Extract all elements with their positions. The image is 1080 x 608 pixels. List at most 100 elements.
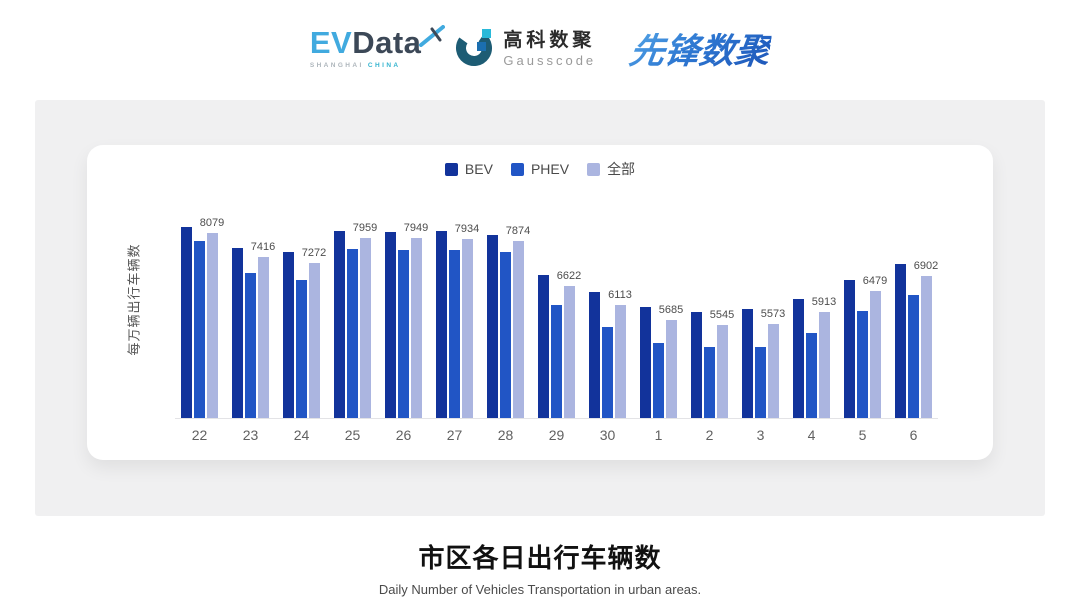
bar-PHEV-1[interactable]	[653, 343, 664, 418]
x-tick-28: 28	[497, 427, 514, 443]
legend-label: 全部	[607, 161, 636, 177]
data-label-25: 7959	[352, 222, 378, 234]
bar-全部-23[interactable]	[258, 257, 269, 418]
bar-BEV-29[interactable]	[538, 275, 549, 418]
bar-group-5: 6479	[844, 275, 887, 418]
bar-全部-28[interactable]	[513, 241, 524, 418]
x-tick-25: 25	[344, 427, 361, 443]
bar-PHEV-25[interactable]	[347, 249, 358, 418]
data-label-23: 7416	[250, 241, 276, 253]
x-tick-22: 22	[191, 427, 208, 443]
bar-PHEV-27[interactable]	[449, 250, 460, 418]
bar-group-24: 7272	[283, 247, 326, 418]
bar-全部-29[interactable]	[564, 286, 575, 418]
legend-label: PHEV	[530, 161, 570, 177]
gausscode-logo: 高科数聚 Gausscode	[455, 25, 596, 72]
bar-PHEV-28[interactable]	[500, 252, 511, 418]
chart-subtitle: Daily Number of Vehicles Transportation …	[378, 582, 702, 597]
bar-BEV-3[interactable]	[742, 309, 753, 418]
bar-BEV-26[interactable]	[385, 232, 396, 418]
data-label-5: 6479	[862, 275, 888, 287]
x-tick-26: 26	[395, 427, 412, 443]
bar-PHEV-4[interactable]	[806, 333, 817, 418]
x-tick-30: 30	[599, 427, 616, 443]
chart-body: 每万辆出行车辆数 8079 7416 7272 7959 7949 7934 7874 662…	[87, 178, 993, 443]
bar-PHEV-29[interactable]	[551, 305, 562, 418]
data-label-26: 7949	[403, 222, 429, 234]
bar-PHEV-3[interactable]	[755, 347, 766, 418]
bar-BEV-28[interactable]	[487, 235, 498, 418]
bar-group-30: 6113	[589, 289, 632, 418]
y-axis-label: 每万辆出行车辆数	[126, 243, 142, 356]
legend-swatch-icon	[510, 162, 524, 176]
bar-PHEV-30[interactable]	[602, 327, 613, 418]
data-label-28: 7874	[505, 225, 531, 237]
evdata-x-icon	[419, 21, 446, 52]
evdata-data-text: Data	[352, 25, 422, 61]
gausscode-mark-icon	[455, 25, 495, 72]
bar-全部-27[interactable]	[462, 239, 473, 418]
plot-area: 8079 7416 7272 7959 7949 7934 7874 6622 6113 5685…	[175, 178, 938, 419]
bar-全部-4[interactable]	[819, 312, 830, 418]
evdata-subtext: SHANGHAI CHINA	[310, 63, 422, 70]
legend-item-全部[interactable]: 全部	[587, 159, 635, 179]
legend-item-PHEV[interactable]: PHEV	[510, 161, 570, 177]
bar-group-3: 5573	[742, 308, 785, 418]
bar-BEV-23[interactable]	[232, 248, 243, 418]
x-tick-1: 1	[654, 427, 663, 443]
legend-swatch-icon	[587, 162, 601, 176]
bar-PHEV-23[interactable]	[245, 273, 256, 418]
bar-BEV-2[interactable]	[691, 312, 702, 418]
bar-PHEV-2[interactable]	[704, 347, 715, 418]
bar-全部-25[interactable]	[360, 238, 371, 418]
bar-group-26: 7949	[385, 222, 428, 418]
bar-PHEV-6[interactable]	[908, 295, 919, 418]
bar-group-2: 5545	[691, 309, 734, 418]
bar-PHEV-24[interactable]	[296, 280, 307, 418]
bar-BEV-4[interactable]	[793, 299, 804, 418]
bar-全部-6[interactable]	[921, 276, 932, 418]
bar-PHEV-22[interactable]	[194, 241, 205, 418]
gausscode-cn-text: 高科数聚	[503, 29, 596, 51]
data-label-6: 6902	[913, 260, 939, 272]
bar-BEV-30[interactable]	[589, 292, 600, 418]
evdata-china-text: CHINA	[367, 62, 401, 70]
bar-全部-1[interactable]	[666, 320, 677, 418]
chart-card: BEV PHEV 全部 每万辆出行车辆数 8079 7416 7272 7959 7949 7…	[87, 145, 993, 460]
bar-series-container: 8079 7416 7272 7959 7949 7934 7874 6622 6113 5685…	[181, 217, 938, 418]
bar-BEV-27[interactable]	[436, 231, 447, 418]
data-label-3: 5573	[760, 308, 786, 320]
bar-BEV-6[interactable]	[895, 264, 906, 418]
legend-item-BEV[interactable]: BEV	[444, 161, 493, 177]
x-tick-27: 27	[446, 427, 463, 443]
bar-全部-22[interactable]	[207, 233, 218, 418]
data-label-22: 8079	[199, 217, 225, 229]
bar-BEV-25[interactable]	[334, 231, 345, 418]
bar-group-28: 7874	[487, 225, 530, 418]
bar-全部-3[interactable]	[768, 324, 779, 418]
data-label-1: 5685	[658, 304, 684, 316]
bar-BEV-24[interactable]	[283, 252, 294, 418]
bar-全部-30[interactable]	[615, 305, 626, 418]
logo-header: EVData SHANGHAI CHINA 高科数聚 Gausscode	[0, 0, 1080, 97]
bar-group-29: 6622	[538, 270, 581, 418]
bar-PHEV-26[interactable]	[398, 250, 409, 418]
x-tick-24: 24	[293, 427, 310, 443]
bar-全部-26[interactable]	[411, 238, 422, 418]
bar-全部-24[interactable]	[309, 263, 320, 418]
bar-BEV-5[interactable]	[844, 280, 855, 418]
x-tick-5: 5	[858, 427, 867, 443]
caption-block: 市区各日出行车辆数 Daily Number of Vehicles Trans…	[0, 538, 1080, 597]
x-tick-6: 6	[909, 427, 918, 443]
x-tick-3: 3	[756, 427, 765, 443]
bar-group-27: 7934	[436, 223, 479, 418]
bar-PHEV-5[interactable]	[857, 311, 868, 418]
evdata-wordmark: EVData	[310, 25, 446, 61]
evdata-logo: EVData SHANGHAI CHINA	[310, 25, 446, 70]
bar-全部-2[interactable]	[717, 325, 728, 418]
x-tick-4: 4	[807, 427, 816, 443]
bar-全部-5[interactable]	[870, 291, 881, 418]
legend-label: BEV	[464, 161, 493, 177]
bar-BEV-1[interactable]	[640, 307, 651, 418]
bar-BEV-22[interactable]	[181, 227, 192, 418]
